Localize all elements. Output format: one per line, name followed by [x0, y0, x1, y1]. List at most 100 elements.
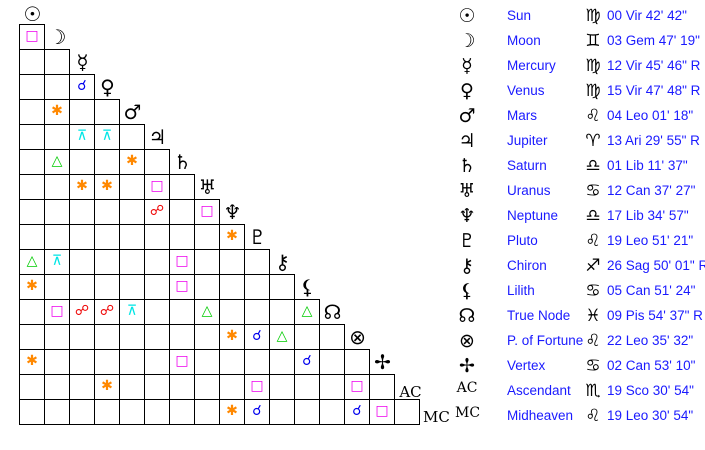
- legend-glyph-icon: ♇: [458, 230, 476, 252]
- grid-cell: [194, 324, 220, 350]
- grid-cell: [269, 274, 295, 300]
- grid-cell: [44, 74, 70, 100]
- sign-icon: ♍: [585, 56, 601, 76]
- glyph-chiron-icon: ⚷: [275, 250, 290, 274]
- legend-glyph-icon: ♄: [458, 155, 476, 177]
- aspect-quincunx: ⊼: [126, 303, 138, 319]
- grid-cell: [269, 349, 295, 375]
- aspect-opposition: ☍: [74, 303, 90, 319]
- aspect-sextile: ✱: [126, 153, 138, 169]
- body-name: Neptune: [507, 208, 559, 223]
- body-position: 09 Pis 54' 37" R: [607, 308, 703, 323]
- grid-cell: [294, 374, 320, 400]
- sign-icon: ♍: [585, 6, 601, 26]
- sign-icon: ♌: [585, 331, 601, 351]
- sign-icon: ♓: [585, 306, 601, 326]
- glyph-midheaven-icon: MC: [423, 408, 450, 426]
- grid-cell: [194, 349, 220, 375]
- grid-cell: [94, 224, 120, 250]
- legend-glyph-icon: ♂: [458, 105, 476, 127]
- aspect-conjunction: ☌: [352, 403, 362, 419]
- grid-cell: [319, 324, 345, 350]
- legend-glyph-icon: ⊗: [459, 330, 475, 352]
- grid-cell: [19, 199, 45, 225]
- legend-glyph-icon: ⚸: [460, 280, 474, 302]
- sign-icon: ♌: [585, 406, 601, 426]
- grid-cell: [44, 174, 70, 200]
- body-name: P. of Fortune: [507, 333, 584, 348]
- body-name: True Node: [507, 308, 571, 323]
- body-name: Pluto: [507, 233, 538, 248]
- grid-cell: [19, 149, 45, 175]
- body-name: Uranus: [507, 183, 551, 198]
- aspect-sextile: ✱: [226, 228, 238, 244]
- aspect-opposition: ☍: [99, 303, 115, 319]
- grid-cell: [19, 224, 45, 250]
- grid-cell: [394, 399, 420, 425]
- aspect-sextile: ✱: [51, 103, 63, 119]
- body-position: 15 Vir 47' 48" R: [607, 83, 701, 98]
- grid-cell: [194, 249, 220, 275]
- grid-cell: [69, 274, 95, 300]
- grid-cell: [44, 399, 70, 425]
- grid-cell: [144, 249, 170, 275]
- grid-cell: [94, 324, 120, 350]
- grid-cell: [119, 224, 145, 250]
- body-name: Venus: [507, 83, 545, 98]
- legend-glyph-icon: ☿: [461, 55, 473, 77]
- grid-cell: [194, 399, 220, 425]
- grid-cell: [19, 174, 45, 200]
- grid-cell: [44, 349, 70, 375]
- grid-cell: [144, 299, 170, 325]
- grid-cell: [144, 274, 170, 300]
- body-position: 19 Leo 30' 54": [607, 408, 694, 423]
- aspect-square: □: [375, 403, 389, 419]
- grid-cell: [194, 224, 220, 250]
- sign-icon: ♋: [585, 281, 601, 301]
- legend-glyph-icon: ♃: [458, 130, 476, 152]
- aspect-square: □: [250, 378, 264, 394]
- glyph-true-node-icon: ☊: [323, 300, 342, 324]
- aspect-trine: △: [276, 328, 288, 344]
- aspect-sextile: ✱: [76, 178, 88, 194]
- sign-icon: ♐: [585, 256, 601, 276]
- grid-cell: [19, 399, 45, 425]
- legend-glyph-icon: ⚷: [460, 255, 474, 277]
- grid-cell: [144, 224, 170, 250]
- grid-cell: [94, 349, 120, 375]
- legend-glyph-icon: ☽: [458, 30, 476, 52]
- body-name: Ascendant: [507, 383, 571, 398]
- grid-cell: [219, 249, 245, 275]
- body-name: Mars: [507, 108, 537, 123]
- aspect-square: □: [175, 278, 189, 294]
- body-name: Vertex: [507, 358, 546, 373]
- body-position: 26 Sag 50' 01" R: [607, 258, 705, 273]
- body-position: 17 Lib 34' 57": [607, 208, 689, 223]
- grid-cell: [144, 324, 170, 350]
- sign-icon: ♋: [585, 181, 601, 201]
- body-name: Midheaven: [507, 408, 574, 423]
- body-position: 19 Leo 51' 21": [607, 233, 694, 248]
- aspect-quincunx: ⊼: [51, 253, 63, 269]
- grid-cell: [294, 324, 320, 350]
- glyph-ascendant-icon: AC: [399, 383, 422, 401]
- grid-cell: [94, 249, 120, 275]
- grid-cell: [294, 399, 320, 425]
- grid-cell: [369, 374, 395, 400]
- body-position: 03 Gem 47' 19": [607, 33, 700, 48]
- legend-glyph-icon: ☉: [458, 5, 476, 27]
- glyph-sun-icon: ☉: [23, 2, 42, 26]
- body-position: 04 Leo 01' 18": [607, 108, 694, 123]
- aspect-square: □: [175, 253, 189, 269]
- glyph-jupiter-icon: ♃: [148, 125, 167, 149]
- grid-cell: [219, 374, 245, 400]
- grid-cell: [44, 324, 70, 350]
- body-name: Saturn: [507, 158, 547, 173]
- grid-cell: [144, 399, 170, 425]
- glyph-saturn-icon: ♄: [173, 150, 192, 174]
- grid-cell: [319, 374, 345, 400]
- legend-glyph-icon: ♅: [458, 180, 476, 202]
- aspect-conjunction: ☌: [77, 78, 87, 94]
- aspect-square: □: [175, 353, 189, 369]
- body-position: 01 Lib 11' 37": [607, 158, 688, 173]
